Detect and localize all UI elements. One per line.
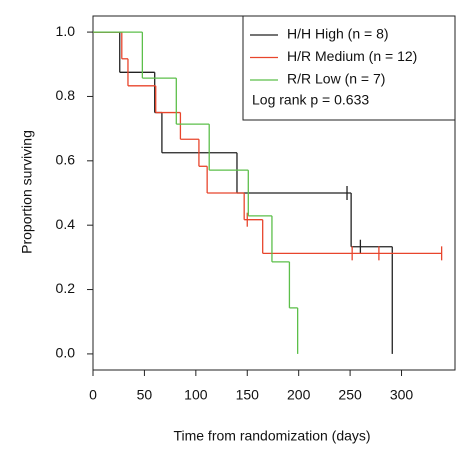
legend-box — [242, 15, 456, 121]
annotation: Log rank p = 0.633 — [252, 92, 369, 108]
y-tick-label: 0.0 — [56, 345, 76, 361]
y-tick-label: 0.4 — [56, 216, 76, 232]
x-tick-label: 100 — [184, 387, 208, 403]
y-tick-label: 0.6 — [56, 152, 76, 168]
y-tick-label: 0.2 — [56, 280, 76, 296]
x-axis-label: Time from randomization (days) — [173, 428, 370, 444]
legend-label: H/H High (n = 8) — [287, 26, 389, 42]
legend-label: R/R Low (n = 7) — [287, 71, 385, 87]
x-tick-label: 200 — [287, 387, 311, 403]
x-tick-label: 250 — [338, 387, 362, 403]
x-tick-label: 300 — [390, 387, 414, 403]
x-tick-label: 150 — [236, 387, 260, 403]
legend-label: H/R Medium (n = 12) — [287, 48, 417, 64]
y-tick-label: 1.0 — [56, 23, 76, 39]
x-tick-label: 0 — [89, 387, 97, 403]
y-tick-label: 0.8 — [56, 87, 76, 103]
x-tick-label: 50 — [137, 387, 153, 403]
y-axis-label: Proportion surviving — [19, 130, 35, 254]
